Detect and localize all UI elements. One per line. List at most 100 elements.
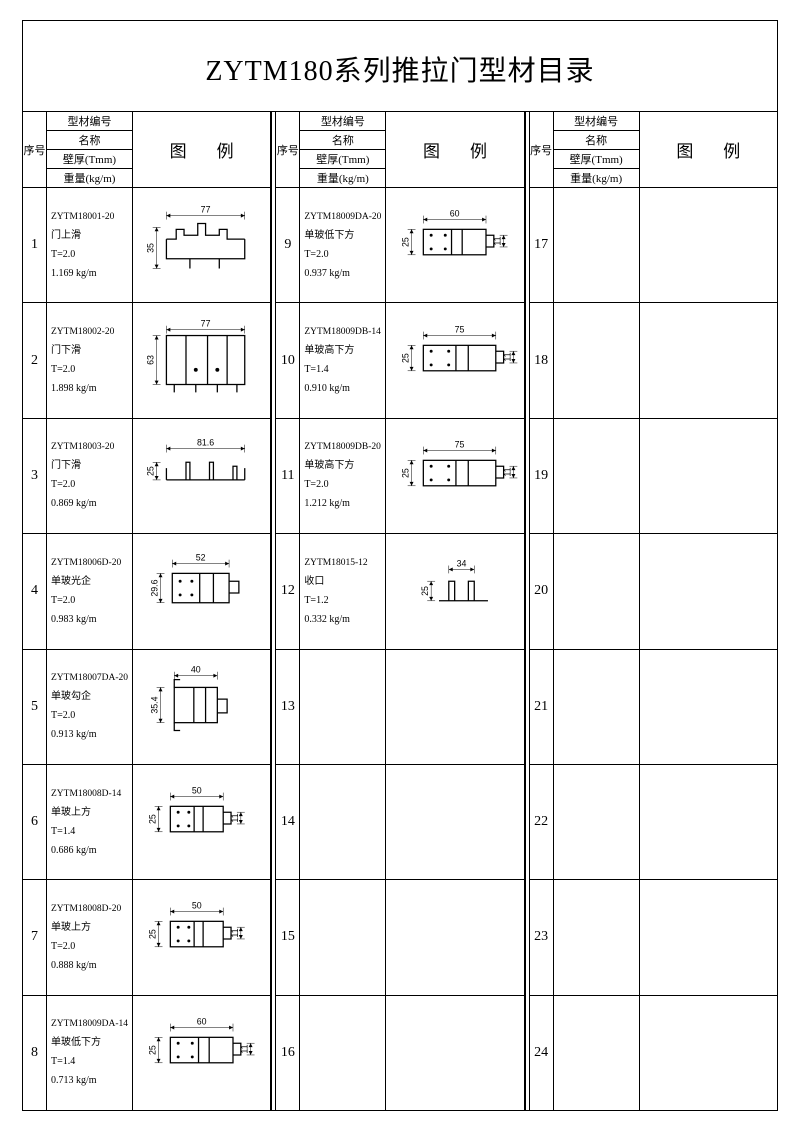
row-diagram: 40 35.4 (133, 650, 270, 764)
spec-name: 单玻低下方 (51, 1033, 101, 1052)
row-spec (554, 534, 640, 648)
row-spec: ZYTM18007DA-20 单玻勾企 T=2.0 0.913 kg/m (47, 650, 133, 764)
row-seq: 17 (530, 188, 554, 302)
spec-code: ZYTM18001-20 (51, 208, 114, 226)
row-spec (554, 188, 640, 302)
svg-text:25: 25 (401, 237, 411, 247)
catalog-row: 15 (276, 880, 523, 995)
catalog-row: 6ZYTM18008D-14 单玻上方 T=1.4 0.686 kg/m 50 … (23, 765, 270, 880)
spec-code: ZYTM18009DB-14 (304, 323, 381, 341)
row-seq: 24 (530, 996, 554, 1110)
svg-text:25: 25 (421, 586, 431, 596)
page-title: ZYTM180系列推拉门型材目录 (23, 21, 777, 111)
catalog-row: 16 (276, 996, 523, 1110)
row-seq: 11 (276, 419, 300, 533)
spec-code: ZYTM18008D-14 (51, 785, 121, 803)
row-diagram (386, 880, 523, 994)
row-diagram (640, 419, 777, 533)
column-header: 序号 型材编号 名称 壁厚(Tmm) 重量(kg/m) 图例 (276, 112, 523, 188)
spec-thickness: T=2.0 (51, 475, 75, 494)
catalog-row: 23 (530, 880, 777, 995)
svg-text:11: 11 (503, 352, 513, 361)
spec-weight: 0.913 kg/m (51, 725, 97, 744)
row-diagram (386, 650, 523, 764)
header-seq: 序号 (23, 112, 47, 187)
spec-thickness: T=2.0 (304, 245, 328, 264)
row-seq: 9 (276, 188, 300, 302)
header-name: 名称 (47, 131, 132, 150)
row-spec: ZYTM18003-20 门下滑 T=2.0 0.869 kg/m (47, 419, 133, 533)
row-diagram: 77 63 (133, 303, 270, 417)
catalog-row: 14 (276, 765, 523, 880)
svg-text:25: 25 (146, 466, 156, 476)
row-diagram: 50 25 11 (133, 880, 270, 994)
svg-text:11: 11 (503, 467, 513, 476)
row-spec: ZYTM18008D-14 单玻上方 T=1.4 0.686 kg/m (47, 765, 133, 879)
row-diagram: 60 25 11 (133, 996, 270, 1110)
spec-weight: 0.332 kg/m (304, 610, 350, 629)
row-diagram: 81.6 25 (133, 419, 270, 533)
svg-text:81.6: 81.6 (197, 438, 214, 448)
catalog-row: 13 (276, 650, 523, 765)
header-spec: 型材编号 名称 壁厚(Tmm) 重量(kg/m) (300, 112, 386, 187)
row-spec: ZYTM18002-20 门下滑 T=2.0 1.898 kg/m (47, 303, 133, 417)
row-diagram: 50 25 11 (133, 765, 270, 879)
spec-weight: 1.898 kg/m (51, 379, 97, 398)
spec-name: 收口 (304, 572, 324, 591)
row-seq: 18 (530, 303, 554, 417)
row-diagram (386, 996, 523, 1110)
header-seq: 序号 (530, 112, 554, 187)
svg-text:60: 60 (450, 209, 460, 219)
row-spec: ZYTM18006D-20 单玻光企 T=2.0 0.983 kg/m (47, 534, 133, 648)
spec-code: ZYTM18006D-20 (51, 554, 121, 572)
header-spec: 型材编号 名称 壁厚(Tmm) 重量(kg/m) (554, 112, 640, 187)
spec-name: 单玻高下方 (304, 341, 354, 360)
svg-text:63: 63 (146, 355, 156, 365)
row-seq: 15 (276, 880, 300, 994)
spec-name: 门上滑 (51, 226, 81, 245)
spec-name: 门下滑 (51, 341, 81, 360)
spec-thickness: T=1.2 (304, 591, 328, 610)
svg-text:75: 75 (455, 440, 465, 450)
row-spec (300, 650, 386, 764)
spec-code: ZYTM18015-12 (304, 554, 367, 572)
spec-code: ZYTM18003-20 (51, 438, 114, 456)
catalog-row: 19 (530, 419, 777, 534)
svg-text:40: 40 (191, 664, 201, 674)
catalog-row: 5ZYTM18007DA-20 单玻勾企 T=2.0 0.913 kg/m 40… (23, 650, 270, 765)
svg-text:11: 11 (240, 1044, 250, 1053)
spec-weight: 0.937 kg/m (304, 264, 350, 283)
row-diagram (640, 303, 777, 417)
spec-name: 单玻高下方 (304, 456, 354, 475)
spec-code: ZYTM18002-20 (51, 323, 114, 341)
svg-text:52: 52 (196, 553, 206, 563)
row-spec: ZYTM18015-12 收口 T=1.2 0.332 kg/m (300, 534, 386, 648)
spec-code: ZYTM18007DA-20 (51, 669, 128, 687)
row-spec (554, 996, 640, 1110)
svg-text:25: 25 (401, 353, 411, 363)
catalog-row: 20 (530, 534, 777, 649)
row-seq: 7 (23, 880, 47, 994)
svg-text:11: 11 (230, 813, 240, 822)
header-weight: 重量(kg/m) (554, 169, 639, 187)
svg-text:75: 75 (455, 324, 465, 334)
svg-text:11: 11 (493, 237, 503, 246)
row-seq: 2 (23, 303, 47, 417)
spec-name: 单玻上方 (51, 918, 91, 937)
row-diagram: 77 35 (133, 188, 270, 302)
row-spec (300, 880, 386, 994)
row-spec: ZYTM18009DA-20 单玻低下方 T=2.0 0.937 kg/m (300, 188, 386, 302)
spec-weight: 1.212 kg/m (304, 494, 350, 513)
row-seq: 13 (276, 650, 300, 764)
svg-text:35: 35 (146, 243, 156, 253)
row-seq: 5 (23, 650, 47, 764)
row-diagram (640, 880, 777, 994)
svg-text:25: 25 (148, 814, 158, 824)
header-seq: 序号 (276, 112, 300, 187)
spec-weight: 0.910 kg/m (304, 379, 350, 398)
row-diagram (640, 765, 777, 879)
row-diagram (640, 996, 777, 1110)
row-spec (300, 996, 386, 1110)
catalog-row: 3ZYTM18003-20 门下滑 T=2.0 0.869 kg/m 81.6 … (23, 419, 270, 534)
header-name: 名称 (300, 131, 385, 150)
